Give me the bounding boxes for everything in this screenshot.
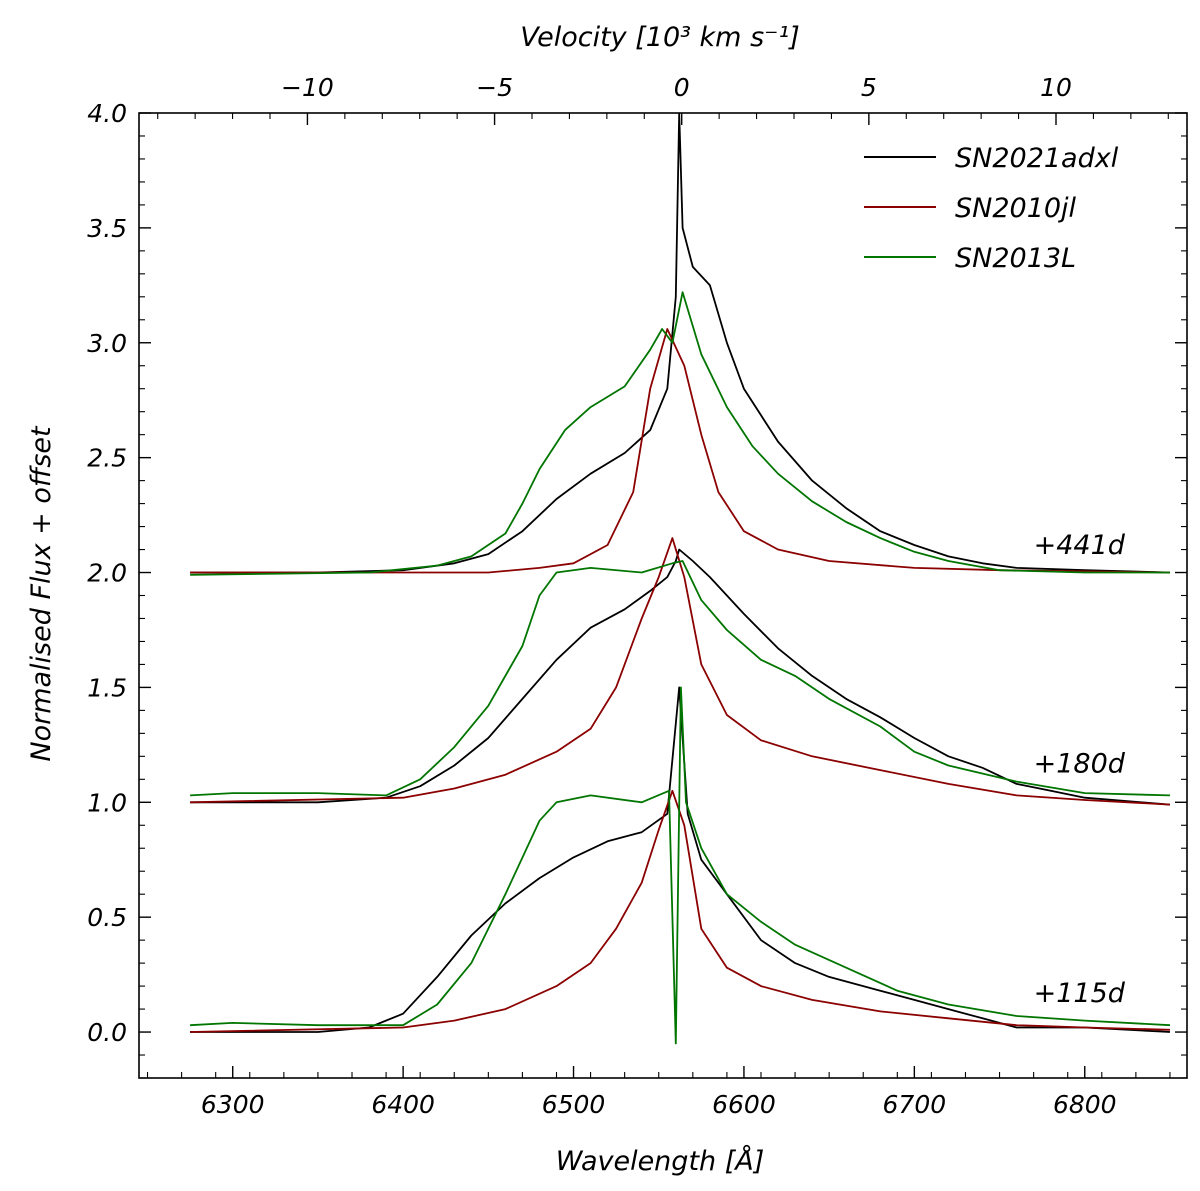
x2-tick-label: −5 bbox=[476, 73, 513, 102]
x-tick-label: 6300 bbox=[201, 1090, 265, 1119]
tick-labels: 6300 6400 6500 6600 6700 6800 −10 −5 0 5 10 0.0 0.5 1… bbox=[87, 73, 1116, 1119]
epoch-labels: +441d +180d +115d bbox=[1034, 530, 1126, 1009]
spectra-lines bbox=[190, 113, 1171, 1045]
y-tick-label: 3.0 bbox=[87, 329, 127, 358]
spectrum-line bbox=[190, 537, 1171, 806]
y-tick-label: 2.5 bbox=[87, 444, 127, 473]
axis-ticks bbox=[139, 112, 1187, 1079]
x2-tick-label: 0 bbox=[674, 73, 690, 102]
legend: SN2021adxl SN2010jl SN2013L bbox=[864, 143, 1119, 274]
spectrum-line bbox=[190, 789, 1171, 1033]
spectrum-line bbox=[190, 328, 1171, 574]
x2-axis-title: Velocity [10³ km s⁻¹] bbox=[520, 22, 800, 53]
y-axis-title: Normalised Flux + offset bbox=[26, 425, 57, 762]
spectrum-line bbox=[190, 548, 1171, 806]
x2-tick-label: 10 bbox=[1040, 73, 1072, 102]
epoch-label: +115d bbox=[1034, 978, 1126, 1009]
spectrum-line bbox=[190, 113, 1171, 574]
x-tick-label: 6400 bbox=[371, 1090, 435, 1119]
y-tick-label: 0.5 bbox=[87, 903, 127, 932]
x-axis-title: Wavelength [Å] bbox=[556, 1145, 765, 1177]
x2-tick-label: −10 bbox=[281, 73, 334, 102]
y-tick-label: 4.0 bbox=[87, 99, 127, 128]
epoch-label: +180d bbox=[1034, 748, 1126, 779]
x-tick-label: 6600 bbox=[712, 1090, 776, 1119]
spectrum-line bbox=[190, 291, 1170, 576]
y-tick-label: 0.0 bbox=[87, 1018, 127, 1047]
y-tick-label: 1.5 bbox=[87, 673, 127, 702]
spectrum-line bbox=[190, 686, 1171, 1045]
spectrum-line bbox=[190, 560, 1171, 797]
y-tick-label: 1.0 bbox=[87, 788, 127, 817]
y-tick-label: 3.5 bbox=[87, 214, 127, 243]
legend-label: SN2013L bbox=[955, 243, 1076, 274]
x-tick-label: 6500 bbox=[542, 1090, 606, 1119]
x-tick-label: 6800 bbox=[1053, 1090, 1117, 1119]
x2-tick-label: 5 bbox=[861, 73, 877, 102]
x-tick-label: 6700 bbox=[883, 1090, 947, 1119]
legend-label: SN2021adxl bbox=[955, 143, 1119, 174]
legend-label: SN2010jl bbox=[955, 193, 1077, 224]
y-tick-label: 2.0 bbox=[87, 559, 127, 588]
epoch-label: +441d bbox=[1034, 530, 1126, 561]
